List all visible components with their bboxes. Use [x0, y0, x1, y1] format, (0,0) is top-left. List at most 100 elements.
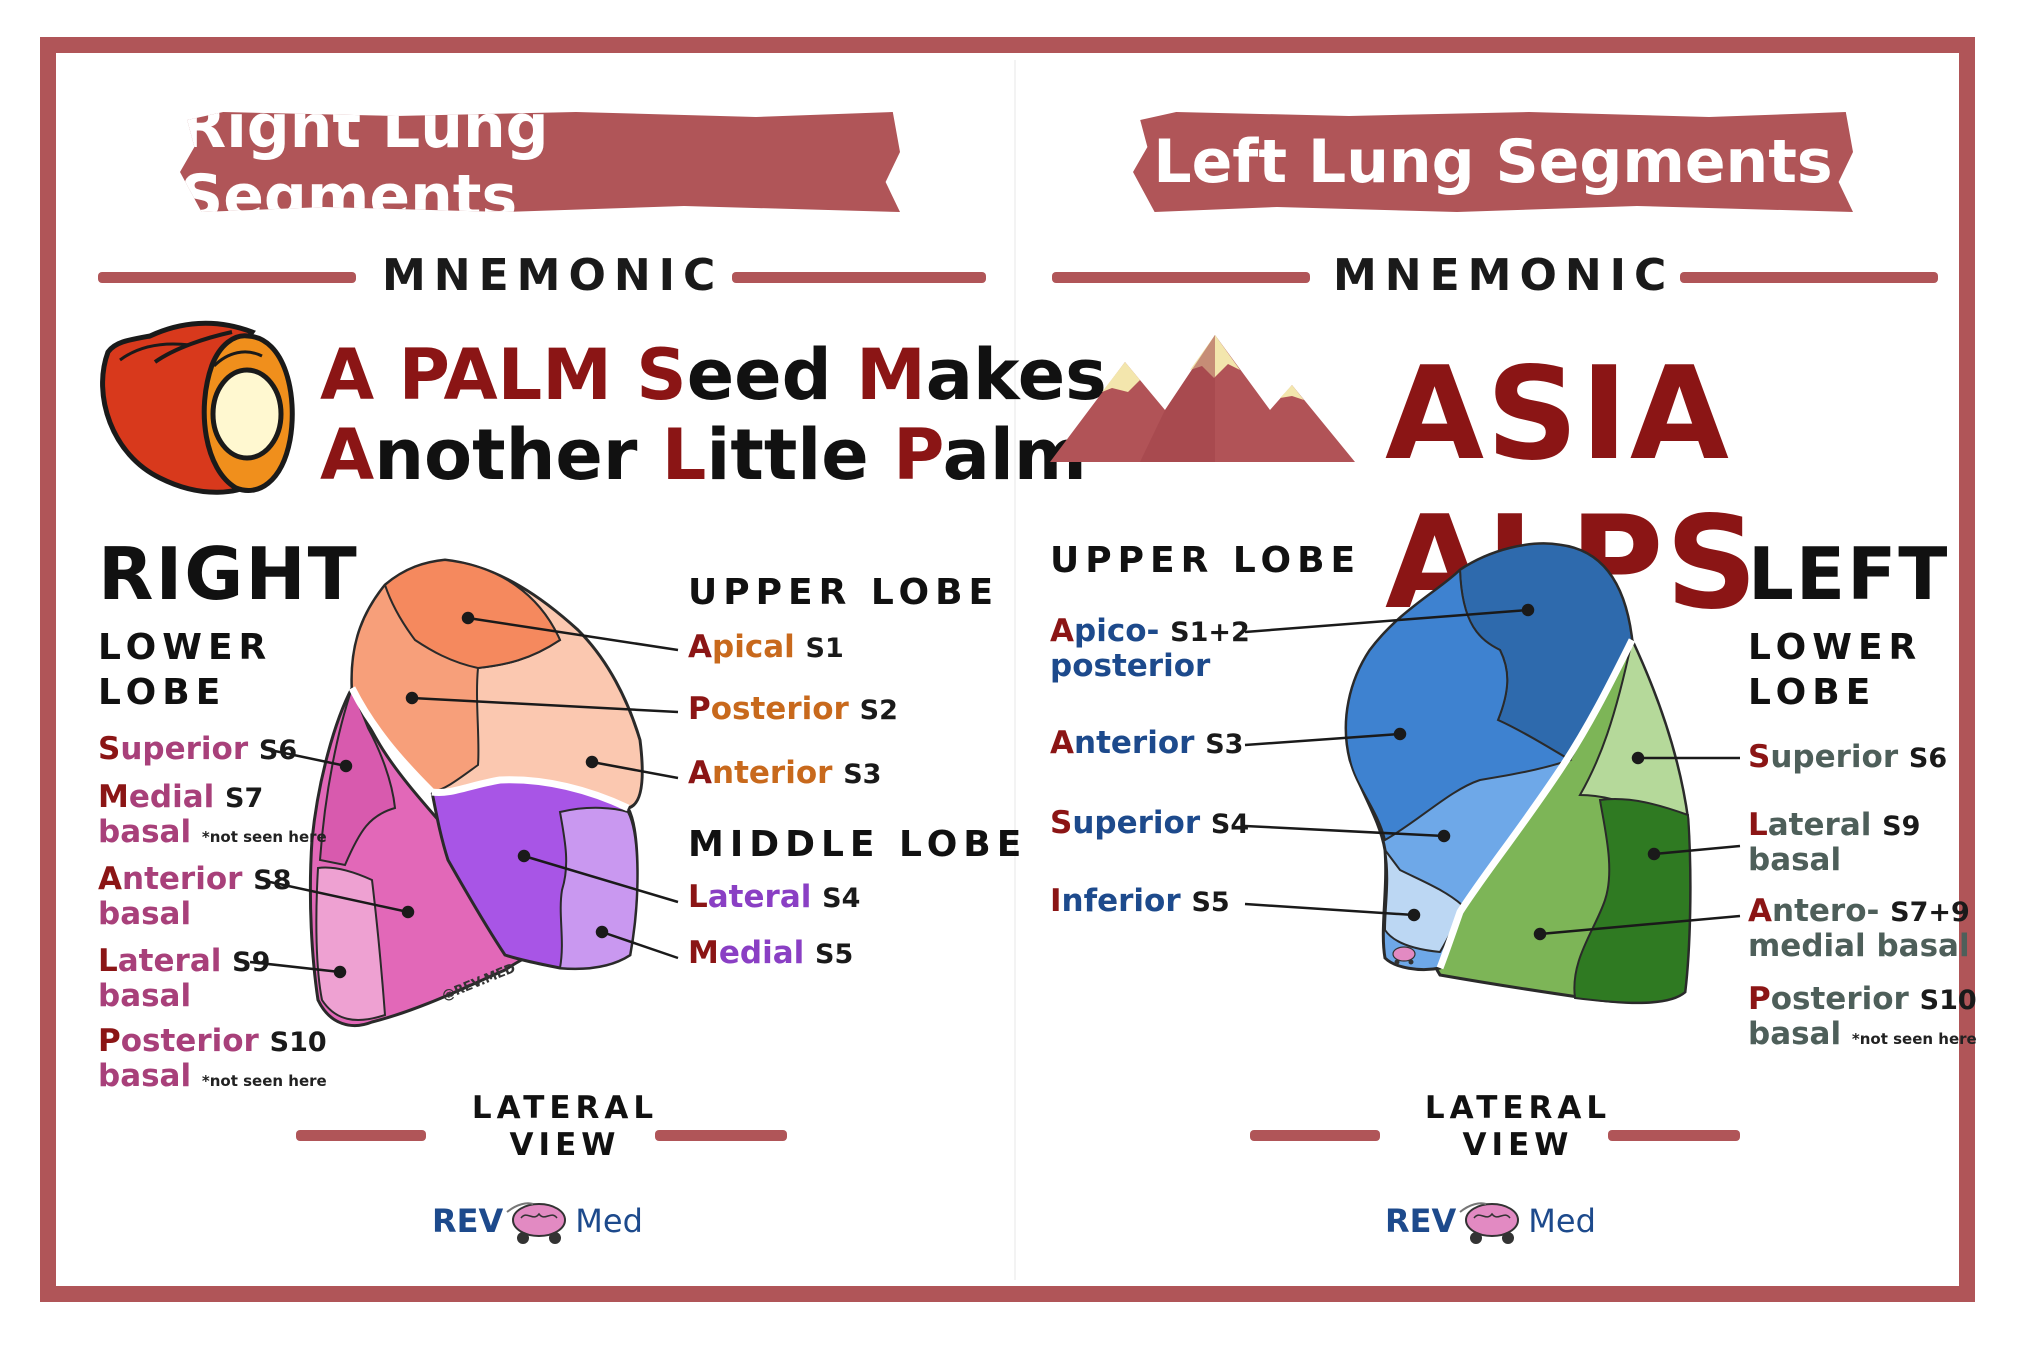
right-lower-segment-5-name: osterior	[120, 1023, 259, 1059]
right-middle-segment-2: Medial S5	[688, 936, 853, 971]
left-upper-segment-1-name: pico-	[1074, 613, 1160, 649]
right-lower-segment-1: Superior S6	[98, 732, 297, 767]
right-upper-segment-3-initial: A	[688, 755, 712, 791]
mnemonic_line2-part-1: nother	[374, 414, 662, 496]
mnemonic_line2-part-4: P	[893, 414, 943, 496]
right-lower-segment-1-name: uperior	[120, 731, 249, 767]
right-lower-segment-3-line-2: basal	[98, 895, 192, 932]
right-revmed-logo: REV Med	[432, 1196, 643, 1246]
left-side-heading: LEFT	[1748, 532, 1950, 616]
right-lower-segment-5-code: S10	[269, 1027, 327, 1058]
right-upper-segment-2-name: osterior	[710, 691, 849, 727]
mnemonic_line1-part-0: A	[320, 334, 375, 416]
mnemonic_line2-part-3: ittle	[706, 414, 894, 496]
left-upper-segment-1-code: S1+2	[1170, 617, 1250, 648]
right-lower-segment-5-note: *not seen here	[201, 1071, 327, 1090]
right-upper-segment-1-name: pical	[712, 629, 795, 665]
left-lower-segment-3-initial: A	[1748, 893, 1772, 929]
right-upper-segment-3-name: nterior	[712, 755, 833, 791]
right-lower-segment-3-code: S8	[253, 865, 292, 896]
right-lower-segment-2-initial: M	[98, 779, 129, 815]
left-lower-lobe-heading-line-2: LOBE	[1748, 672, 1877, 713]
right-upper-lobe-heading: UPPER LOBE	[688, 572, 1000, 613]
right-lower-segment-2: Medial S7 basal *not seen here	[98, 780, 327, 849]
left-upper-segment-1-initial: A	[1050, 613, 1074, 649]
left-title-banner: Left Lung Segments	[1133, 112, 1853, 212]
left-lower-segment-1-name: uperior	[1770, 739, 1899, 775]
right-upper-segment-2-initial: P	[688, 691, 711, 727]
mnemonic_line1-part-6: M	[856, 334, 926, 416]
left-lower-segment-2-code: S9	[1882, 811, 1921, 842]
right-view-label-line-2: VIEW	[509, 1127, 621, 1164]
right-side-heading: RIGHT	[98, 532, 359, 616]
right-middle-segment-2-name: edial	[718, 935, 805, 971]
brain-car-icon	[506, 1202, 567, 1244]
left-upper-segment-2-initial: A	[1050, 725, 1074, 761]
right-lower-segment-4-name: ateral	[117, 943, 222, 979]
right-view-label: LATERAL VIEW	[440, 1090, 690, 1164]
right-logo-rev: REV	[432, 1202, 504, 1240]
right-lower-segment-5-initial: P	[98, 1023, 121, 1059]
right-lower-segment-4: Lateral S9 basal	[98, 944, 270, 1013]
left-upper-segment-2-code: S3	[1205, 729, 1244, 760]
left-lower-segment-4-name: osterior	[1770, 981, 1909, 1017]
right-lower-segment-4-line-2: basal	[98, 977, 192, 1014]
left-logo-med: Med	[1528, 1202, 1596, 1240]
left-view-label-line-1: LATERAL	[1424, 1090, 1612, 1126]
poster-frame	[40, 37, 1975, 1302]
right-lower-segment-2-code: S7	[225, 783, 264, 814]
right-mnemonic-line-2: Another Little Palm	[320, 420, 1087, 490]
mnemonic_line1-part-5: eed	[686, 334, 857, 416]
left-upper-segment-1: Apico- S1+2 posterior	[1050, 614, 1250, 683]
left-lower-segment-2-name: ateral	[1767, 807, 1872, 843]
right-upper-segment-2: Posterior S2	[688, 692, 898, 727]
right-lower-segment-4-initial: L	[98, 943, 118, 979]
left-upper-segment-4-code: S5	[1191, 887, 1230, 918]
right-upper-segment-1-code: S1	[805, 633, 844, 664]
left-upper-segment-4-initial: I	[1050, 883, 1062, 919]
left-view-rule-left	[1250, 1130, 1380, 1141]
mnemonic_line2-part-0: A	[320, 414, 375, 496]
right-mnemonic-label: MNEMONIC	[382, 250, 724, 301]
right-lower-segment-1-code: S6	[258, 735, 298, 766]
left-upper-segment-1-line-2: posterior	[1050, 647, 1211, 684]
right-upper-segment-2-code: S2	[859, 695, 898, 726]
left-lower-segment-3-line-2: medial basal	[1748, 927, 1970, 964]
right-lower-segment-2-note: *not seen here	[201, 827, 327, 846]
mnemonic_line1-part-2: PALM	[398, 334, 612, 416]
right-lower-segment-5: Posterior S10 basal *not seen here	[98, 1024, 327, 1093]
right-lower-segment-3-name: nterior	[122, 861, 243, 897]
right-middle-segment-2-code: S5	[815, 939, 854, 970]
left-lower-segment-2: Lateral S9 basal	[1748, 808, 1920, 877]
panel-divider	[1014, 60, 1016, 1280]
right-middle-lobe-heading: MIDDLE LOBE	[688, 824, 1028, 865]
left-lower-segment-1-initial: S	[1748, 739, 1771, 775]
right-lower-segment-3-initial: A	[98, 861, 122, 897]
left-title: Left Lung Segments	[1153, 127, 1833, 197]
right-view-rule-right	[655, 1130, 787, 1141]
left-lower-segment-4-initial: P	[1748, 981, 1771, 1017]
left-view-rule-right	[1608, 1130, 1740, 1141]
left-upper-segment-2-name: nterior	[1074, 725, 1195, 761]
left-view-label: LATERAL VIEW	[1393, 1090, 1643, 1164]
mnemonic_line1-part-4: S	[636, 334, 687, 416]
left-upper-segment-3-name: uperior	[1072, 805, 1201, 841]
left-lower-segment-3-name: ntero-	[1772, 893, 1880, 929]
left-upper-segment-3: Superior S4	[1050, 806, 1249, 841]
left-lower-segment-2-line-2: basal	[1748, 841, 1842, 878]
right-lower-segment-2-line-2: basal	[98, 813, 192, 850]
brain-car-icon	[1459, 1202, 1520, 1244]
right-middle-segment-1-initial: L	[688, 879, 708, 915]
right-middle-segment-1-code: S4	[822, 883, 861, 914]
left-upper-segment-4-name: nferior	[1061, 883, 1181, 919]
left-lower-lobe-heading-line-1: LOWER	[1748, 627, 1923, 668]
left-lower-segment-1-code: S6	[1908, 743, 1948, 774]
right-logo-med: Med	[575, 1202, 643, 1240]
left-lower-segment-4: Posterior S10 basal *not seen here	[1748, 982, 1977, 1051]
left-logo-rev: REV	[1385, 1202, 1457, 1240]
left-upper-segment-3-code: S4	[1210, 809, 1250, 840]
right-middle-segment-1-name: ateral	[707, 879, 812, 915]
right-upper-segment-1: Apical S1	[688, 630, 844, 665]
